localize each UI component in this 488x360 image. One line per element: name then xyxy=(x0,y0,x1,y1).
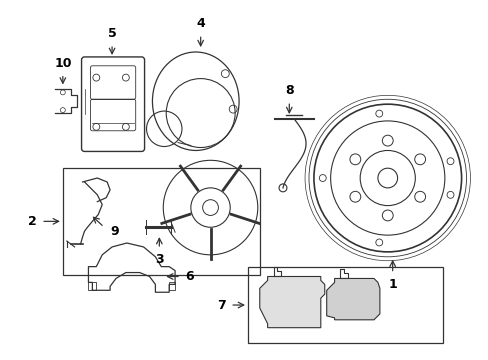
Bar xyxy=(169,282,175,290)
Text: 8: 8 xyxy=(285,84,293,97)
Text: 7: 7 xyxy=(217,298,226,311)
Polygon shape xyxy=(326,278,379,320)
Text: 2: 2 xyxy=(28,215,37,228)
Polygon shape xyxy=(259,276,324,328)
Text: 4: 4 xyxy=(196,17,204,30)
Bar xyxy=(63,168,259,275)
Bar xyxy=(247,267,442,343)
Text: 10: 10 xyxy=(54,57,71,70)
Text: 6: 6 xyxy=(184,270,193,283)
Bar xyxy=(88,282,96,290)
Text: 1: 1 xyxy=(387,278,396,292)
Text: 5: 5 xyxy=(107,27,116,40)
Text: 3: 3 xyxy=(155,253,163,266)
Text: 9: 9 xyxy=(110,225,119,238)
